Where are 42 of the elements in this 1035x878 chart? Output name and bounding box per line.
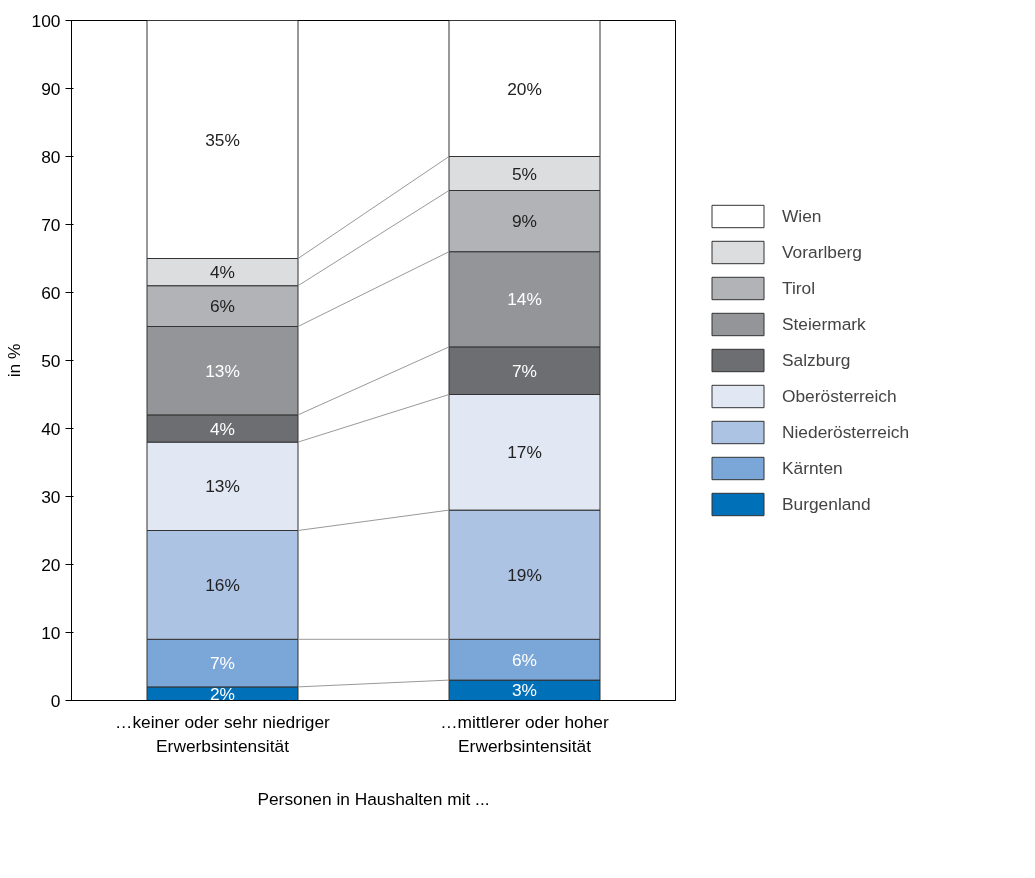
legend-label: Wien [782, 205, 822, 227]
data-label: 5% [511, 163, 538, 184]
data-label: 7% [511, 360, 538, 381]
legend-label: Vorarlberg [782, 241, 862, 263]
data-label: 14% [507, 289, 542, 310]
y-tick-label: 60 [41, 282, 61, 303]
legend-label: Niederösterreich [782, 421, 910, 443]
data-label: 20% [507, 78, 542, 99]
data-label: 4% [209, 262, 236, 283]
y-axis-title: in % [3, 343, 24, 378]
y-tick-label: 30 [41, 486, 61, 507]
data-label: 2% [209, 683, 236, 704]
legend-label: Tirol [782, 277, 816, 299]
y-tick-label: 100 [31, 10, 61, 31]
data-label: 17% [507, 442, 542, 463]
legend-label: Salzburg [782, 349, 851, 371]
legend-label: Steiermark [782, 313, 866, 335]
data-label: 6% [511, 649, 538, 670]
data-label: 19% [507, 564, 542, 585]
y-tick-label: 70 [41, 214, 61, 235]
x-axis-title: Personen in Haushalten mit ... [257, 788, 490, 809]
data-label: 9% [511, 211, 538, 232]
data-label: 6% [209, 296, 236, 317]
x-tick-label: …keiner oder sehr niedriger Erwerbsintensität [115, 711, 331, 756]
legend-label: Oberösterreich [782, 385, 897, 407]
data-label: 16% [205, 574, 240, 595]
y-tick-label: 20 [41, 554, 61, 575]
data-label: 7% [209, 653, 236, 674]
legend-label: Kärnten [782, 457, 843, 479]
data-label: 3% [511, 680, 538, 701]
data-label: 13% [205, 476, 240, 497]
data-label: 13% [205, 360, 240, 381]
data-label: 4% [209, 418, 236, 439]
y-tick-label: 10 [41, 622, 61, 643]
data-label: 35% [205, 129, 240, 150]
y-tick-label: 90 [41, 78, 61, 99]
y-tick-label: 80 [41, 146, 61, 167]
y-tick-label: 40 [41, 418, 61, 439]
y-tick-label: 0 [50, 690, 61, 711]
y-tick-label: 50 [41, 350, 61, 371]
x-tick-label: …mittlerer oder hoher Erwerbsintensität [440, 711, 609, 756]
legend-label: Burgenland [782, 493, 871, 515]
